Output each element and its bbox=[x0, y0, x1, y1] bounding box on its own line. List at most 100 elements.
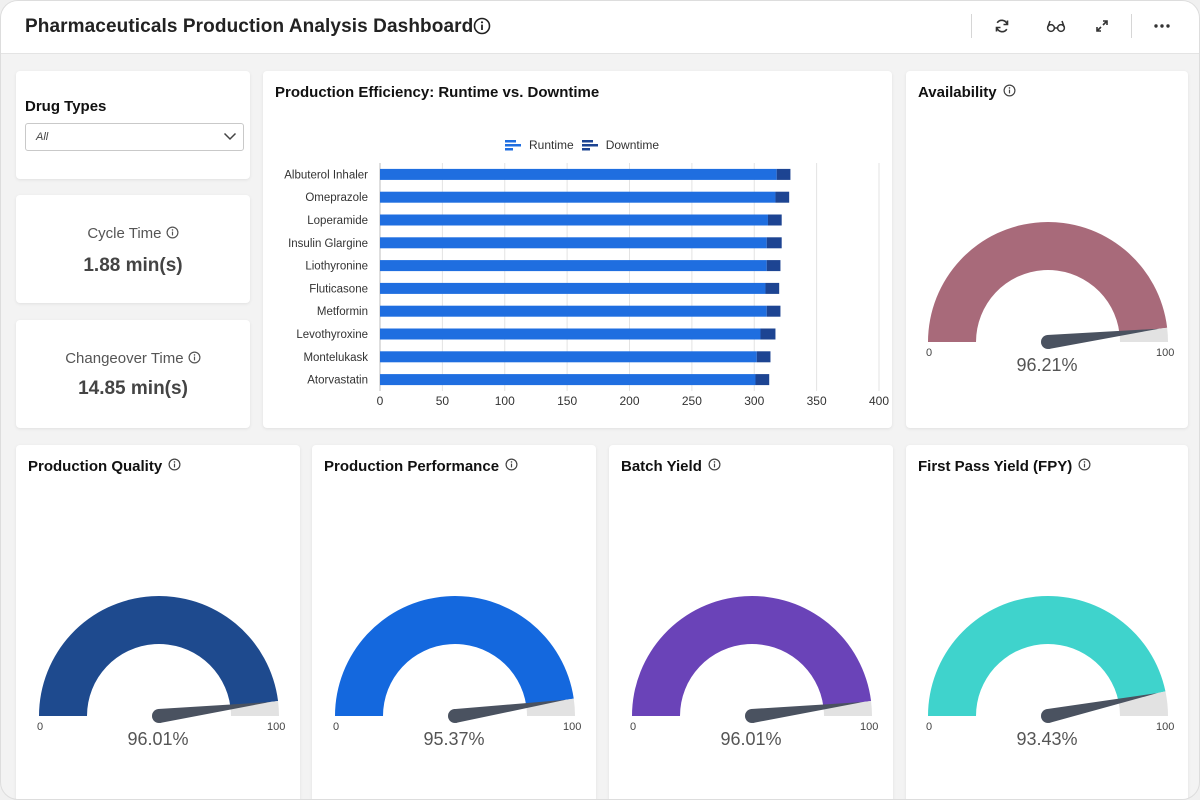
bar-downtime[interactable] bbox=[766, 237, 782, 249]
production-performance-card: Production Performance 0 100 95.37% bbox=[312, 445, 596, 799]
kpi-label: Cycle Time bbox=[16, 225, 250, 243]
y-category-label: Loperamide bbox=[307, 215, 368, 227]
y-category-label: Liothyronine bbox=[305, 261, 368, 273]
more-horizontal-icon[interactable] bbox=[1151, 15, 1173, 37]
info-circle-icon[interactable] bbox=[1003, 84, 1016, 101]
bar-downtime[interactable] bbox=[760, 328, 776, 340]
y-category-label: Atorvastatin bbox=[307, 375, 368, 387]
gauge-needle bbox=[751, 701, 864, 723]
bar-downtime[interactable] bbox=[756, 351, 771, 363]
x-tick-label: 350 bbox=[807, 394, 827, 408]
gauge-svg bbox=[928, 595, 1168, 723]
production-quality-title: Production Quality bbox=[28, 458, 181, 475]
gauge-fill-arc bbox=[632, 596, 872, 716]
gauge-svg bbox=[632, 596, 872, 723]
bar-runtime[interactable] bbox=[380, 328, 761, 340]
availability-title: Availability bbox=[918, 84, 1016, 101]
x-tick-label: 200 bbox=[619, 394, 639, 408]
bar-runtime[interactable] bbox=[380, 351, 757, 363]
gauge-remaining-arc bbox=[823, 700, 872, 716]
glasses-icon[interactable] bbox=[1045, 15, 1067, 37]
gauge-value: 95.37% bbox=[423, 729, 485, 749]
bar-downtime[interactable] bbox=[767, 214, 782, 226]
bar-runtime[interactable] bbox=[380, 168, 777, 180]
y-category-label: Metformin bbox=[317, 306, 368, 318]
y-category-label: Montelukask bbox=[303, 352, 368, 364]
info-circle-icon[interactable] bbox=[505, 458, 518, 475]
production-quality-card: Production Quality 0 100 96.01% bbox=[16, 445, 300, 799]
info-circle-icon[interactable] bbox=[708, 458, 721, 475]
bar-downtime[interactable] bbox=[776, 168, 791, 180]
gauge-title-text: Availability bbox=[918, 84, 997, 101]
bar-downtime[interactable] bbox=[766, 260, 781, 272]
x-tick-label: 300 bbox=[744, 394, 764, 408]
y-category-label: Omeprazole bbox=[305, 192, 368, 204]
legend-swatch-runtime bbox=[505, 140, 521, 151]
availability-card: Availability 0 100 96.21% bbox=[906, 71, 1188, 428]
bar-downtime[interactable] bbox=[765, 282, 780, 294]
chart-title: Production Efficiency: Runtime vs. Downt… bbox=[275, 84, 600, 101]
gauge-needle bbox=[1046, 693, 1158, 723]
bar-downtime[interactable] bbox=[775, 191, 790, 203]
bar-runtime[interactable] bbox=[380, 305, 767, 317]
refresh-icon[interactable] bbox=[991, 15, 1013, 37]
gauge-svg bbox=[928, 222, 1168, 349]
x-tick-label: 250 bbox=[682, 394, 702, 408]
changeover-time-label: Changeover Time bbox=[65, 350, 184, 367]
cycle-time-value: 1.88 min(s) bbox=[83, 255, 183, 276]
expand-icon[interactable] bbox=[1091, 15, 1113, 37]
info-circle-icon[interactable] bbox=[1078, 458, 1091, 475]
header-divider bbox=[1131, 14, 1132, 38]
gauge-remaining-arc bbox=[1119, 327, 1168, 342]
gauge-min-label: 0 bbox=[926, 721, 933, 733]
bar-runtime[interactable] bbox=[380, 374, 756, 386]
drug-types-filter-card: Drug Types All bbox=[16, 71, 250, 179]
gauge-title-text: Production Quality bbox=[28, 458, 163, 475]
bar-runtime[interactable] bbox=[380, 214, 768, 226]
legend-item-downtime[interactable]: Downtime bbox=[581, 138, 660, 152]
info-circle-icon[interactable] bbox=[168, 458, 181, 475]
chevron-down-icon bbox=[223, 131, 237, 144]
bar-chart-svg: 0 50 100 150 200 250 300 350 400 Albuterol Inhale… bbox=[284, 163, 889, 408]
bar-runtime[interactable] bbox=[380, 237, 767, 249]
gauge-needle-hub bbox=[745, 709, 759, 723]
x-tick-label: 400 bbox=[869, 394, 889, 408]
gauge-remaining-arc bbox=[1118, 691, 1168, 716]
bar-runtime[interactable] bbox=[380, 191, 776, 203]
gauge-min-label: 0 bbox=[37, 721, 44, 733]
gauge-svg bbox=[335, 596, 575, 723]
y-category-label: Fluticasone bbox=[309, 283, 368, 295]
gauge-fill-arc bbox=[928, 595, 1166, 716]
changeover-time-value: 14.85 min(s) bbox=[78, 378, 188, 399]
info-circle-icon[interactable] bbox=[166, 226, 179, 243]
batch-yield-card: Batch Yield 0 100 96.01% bbox=[609, 445, 893, 799]
gauge-value: 96.01% bbox=[720, 729, 782, 749]
gauge-fill-arc bbox=[335, 596, 574, 716]
fpy-card: First Pass Yield (FPY) 0 100 93.43% bbox=[906, 445, 1188, 799]
bar-downtime[interactable] bbox=[766, 305, 781, 317]
x-tick-label: 100 bbox=[495, 394, 515, 408]
bar-downtime[interactable] bbox=[755, 374, 770, 386]
gauge-min-label: 0 bbox=[333, 721, 340, 733]
gauge-needle-hub bbox=[152, 709, 166, 723]
legend-item-runtime[interactable]: Runtime bbox=[505, 138, 574, 152]
header-divider bbox=[971, 14, 972, 38]
gauge-value: 96.21% bbox=[1016, 355, 1078, 375]
bar-runtime[interactable] bbox=[380, 282, 766, 294]
info-circle-icon[interactable] bbox=[188, 351, 201, 368]
legend-label-downtime: Downtime bbox=[605, 138, 660, 152]
gauge-max-label: 100 bbox=[267, 721, 286, 733]
gauge-title-text: Production Performance bbox=[324, 458, 500, 475]
bar-runtime[interactable] bbox=[380, 260, 767, 272]
y-category-label: Albuterol Inhaler bbox=[284, 169, 368, 181]
changeover-time-card: Changeover Time 14.85 min(s) bbox=[16, 320, 250, 428]
gauge-needle bbox=[1047, 328, 1160, 349]
cycle-time-label: Cycle Time bbox=[87, 225, 162, 242]
legend-label-runtime: Runtime bbox=[529, 138, 574, 152]
drug-types-select[interactable]: All bbox=[25, 123, 244, 151]
x-tick-label: 50 bbox=[436, 394, 450, 408]
info-circle-icon[interactable] bbox=[473, 17, 491, 40]
gauge-needle-hub bbox=[1041, 709, 1055, 723]
filter-label: Drug Types bbox=[25, 98, 107, 115]
